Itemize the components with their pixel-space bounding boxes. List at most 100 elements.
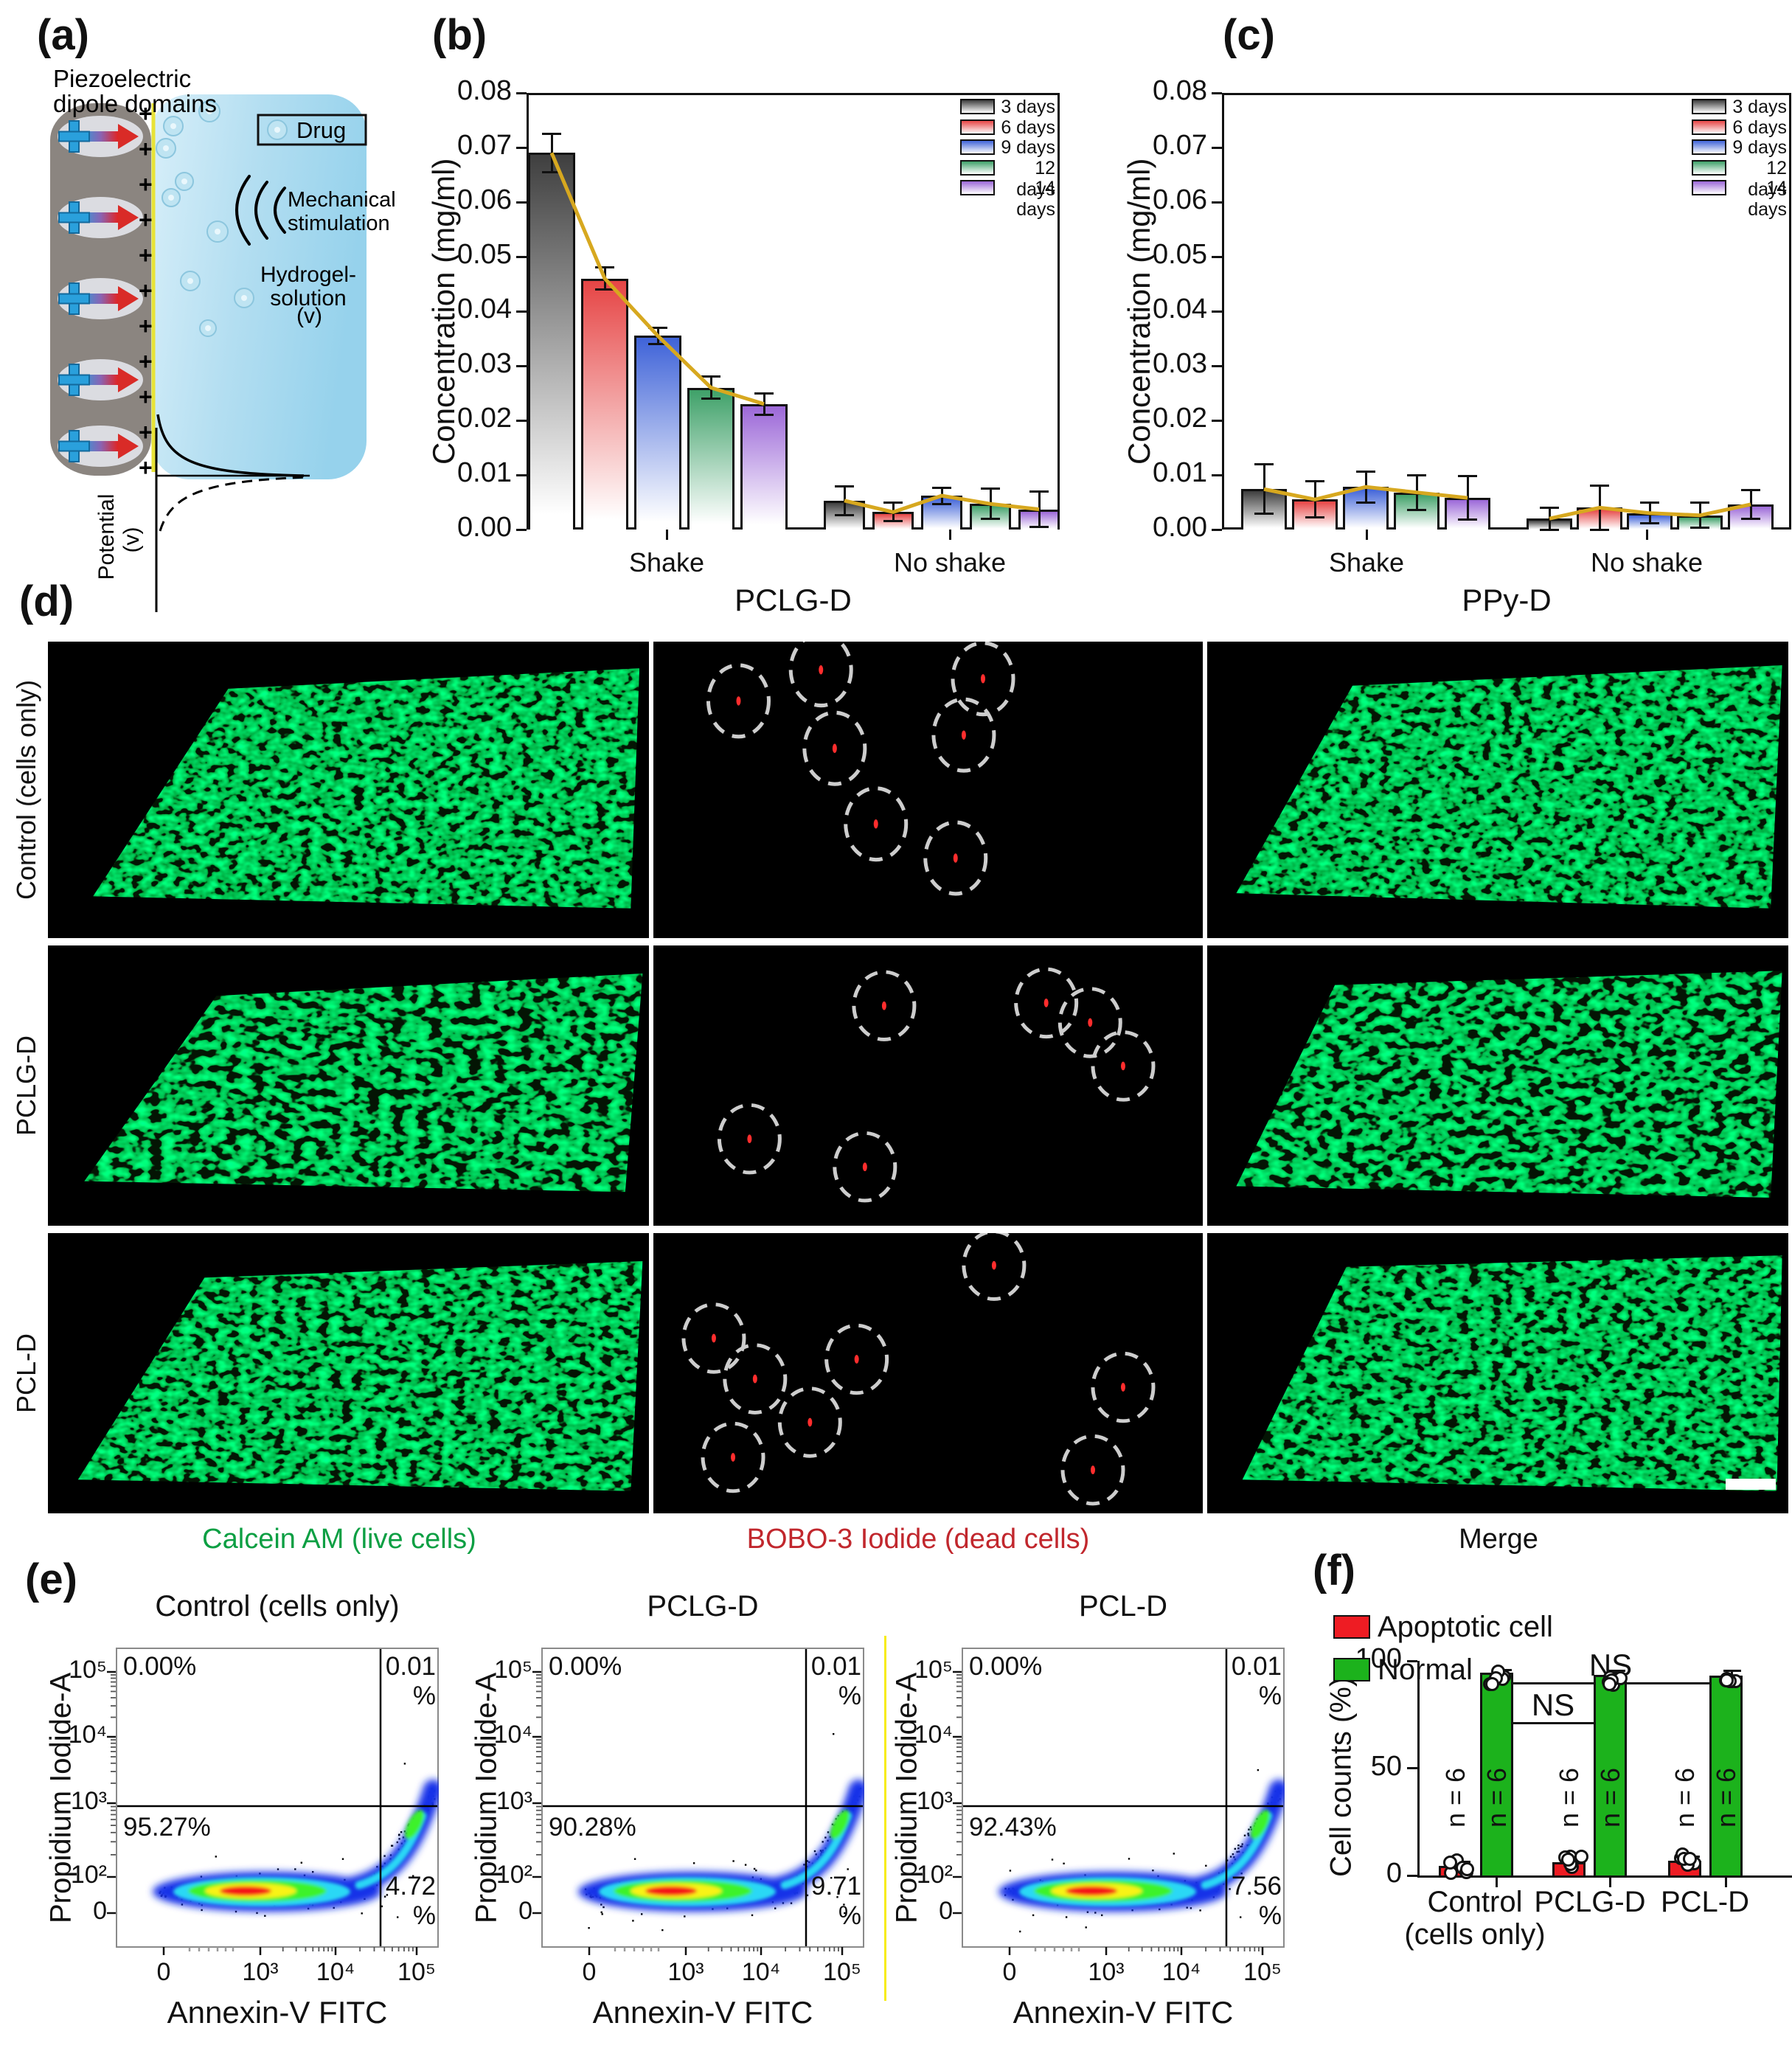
data-point-circle <box>1683 1852 1698 1867</box>
column-caption: BOBO-3 Iodide (dead cells) <box>746 1524 1090 1555</box>
quadrant-lower-right: 9.71 % <box>810 1872 861 1930</box>
y-tick <box>1212 91 1222 94</box>
y-tick-label: 0.06 <box>1153 184 1207 215</box>
drug-particle <box>162 188 181 207</box>
error-bar-cap <box>1029 525 1049 528</box>
column-caption: Calcein AM (live cells) <box>202 1524 476 1555</box>
quadrant-lower-left: 95.27% <box>123 1813 211 1842</box>
y-tick <box>516 91 527 94</box>
y-tick <box>516 528 527 531</box>
density-blob-core <box>1019 1810 1273 1906</box>
y-tick <box>1212 528 1222 531</box>
density-blob-core <box>599 1810 852 1906</box>
error-bar-cap <box>835 513 854 516</box>
y-tick <box>1212 473 1222 476</box>
flow-x-tick-label: 10⁴ <box>1161 1958 1201 1986</box>
panel-c-letter: (c) <box>1223 11 1275 59</box>
dead-cell-marker <box>706 663 771 739</box>
flow-y-tick-label: 10⁴ <box>493 1721 532 1749</box>
bar-12 days <box>687 387 734 530</box>
flow-x-tick-label: 10³ <box>242 1958 279 1986</box>
bar-14 days <box>740 403 788 530</box>
f-category-label: PCL-D <box>1660 1886 1750 1918</box>
group-label: Shake <box>628 547 705 577</box>
legend-swatch <box>1692 159 1726 176</box>
column-caption: Merge <box>1459 1524 1538 1555</box>
mech-label-line1: Mechanical <box>288 188 396 212</box>
f-n-label: n = 6 <box>1481 1767 1512 1828</box>
drug-particle <box>199 319 217 337</box>
error-bar-cap <box>595 288 614 291</box>
f-n-label: n = 6 <box>1439 1767 1470 1828</box>
dead-cell-marker <box>1091 1351 1156 1423</box>
legend-label: 12 days <box>1748 157 1787 200</box>
plus-charge-icon: + <box>139 454 153 481</box>
flow-title: Control (cells only) <box>155 1590 400 1622</box>
dead-cell-marker <box>1014 967 1079 1039</box>
error-bar-cap <box>1029 490 1049 493</box>
potential-curve-solid <box>156 414 305 477</box>
flow-y-tick-label: 10² <box>916 1861 953 1889</box>
flow-y-tick-label: 10⁴ <box>68 1721 107 1749</box>
f-legend-label: Normal <box>1378 1653 1473 1686</box>
row-label-PCLG-D: PCLG-D <box>11 1035 41 1136</box>
f-y-tick-label: 50 <box>1370 1750 1402 1782</box>
hydrogel-label-line1: Hydrogel- <box>260 263 356 287</box>
bar-3 days <box>528 153 575 530</box>
plus-charge-icon: + <box>139 206 153 233</box>
error-bar-cap <box>1458 518 1477 521</box>
f-x-axis <box>1417 1875 1792 1878</box>
flow-title: PCL-D <box>1078 1590 1168 1622</box>
flow-y-tick-label: 0 <box>939 1897 953 1925</box>
flow-y-tick-label: 10² <box>70 1861 107 1889</box>
dead-cell-marker <box>824 1323 889 1395</box>
y-tick-label: 0.04 <box>457 294 512 324</box>
error-bar-line <box>709 376 712 399</box>
quadrant-top-right: 0.01 % <box>385 1652 436 1710</box>
error-bar-line <box>1749 490 1752 519</box>
legend-label: 14 days <box>1016 178 1055 220</box>
plus-charge-icon: + <box>139 419 153 445</box>
error-bar-line <box>1598 485 1601 530</box>
error-bar-line <box>989 488 992 519</box>
error-bar-cap <box>754 414 774 417</box>
data-point-circle <box>1574 1850 1589 1864</box>
legend-swatch <box>1692 180 1726 195</box>
y-tick <box>516 419 527 422</box>
drug-particle <box>163 116 184 136</box>
error-bar-cap <box>981 487 1000 490</box>
data-point-circle <box>1442 1855 1457 1870</box>
f-category-label: PCLG-D <box>1534 1886 1646 1918</box>
f-legend-swatch <box>1333 1615 1370 1639</box>
error-bar-line <box>940 487 943 504</box>
y-tick-label: 0.03 <box>1153 348 1207 379</box>
flow-x-tick-label: 10⁴ <box>741 1958 781 1986</box>
flow-x-tick-label: 0 <box>582 1958 597 1986</box>
y-tick-label: 0.05 <box>1153 239 1207 270</box>
error-bar-line <box>1415 475 1418 510</box>
data-point-circle <box>1602 1676 1617 1691</box>
y-tick-label: 0.03 <box>457 348 512 379</box>
dead-cell-marker <box>802 710 867 786</box>
flow-x-tick-label: 10⁵ <box>1243 1958 1282 1986</box>
legend-swatch <box>960 159 995 176</box>
y-tick <box>1212 364 1222 367</box>
y-tick-label: 0.08 <box>1153 75 1207 106</box>
y-tick <box>1212 419 1222 422</box>
piezo-label-line1: Piezoelectric <box>53 65 191 92</box>
flow-x-tick-label: 10⁵ <box>823 1958 861 1986</box>
plus-charge-icon: + <box>139 277 153 304</box>
plus-charge-icon: + <box>139 100 153 127</box>
f-x-tick <box>1496 1878 1498 1887</box>
dipole-arrow <box>58 197 143 238</box>
legend-swatch <box>1692 139 1726 155</box>
error-bar-line <box>1698 502 1701 528</box>
legend-label: 6 days <box>1732 117 1787 138</box>
y-tick <box>516 310 527 313</box>
legend-label: 9 days <box>1732 137 1787 158</box>
piezo-diagram-svg: +++++++++++ Drug Mechanical stimulation … <box>50 65 396 612</box>
error-bar-cap <box>701 375 720 378</box>
error-bar-line <box>1548 507 1551 530</box>
mech-label-line2: stimulation <box>288 212 390 235</box>
piezo-diagram: + + + + + + + + + + + Drug Mechanical stimulation … <box>15 59 398 642</box>
